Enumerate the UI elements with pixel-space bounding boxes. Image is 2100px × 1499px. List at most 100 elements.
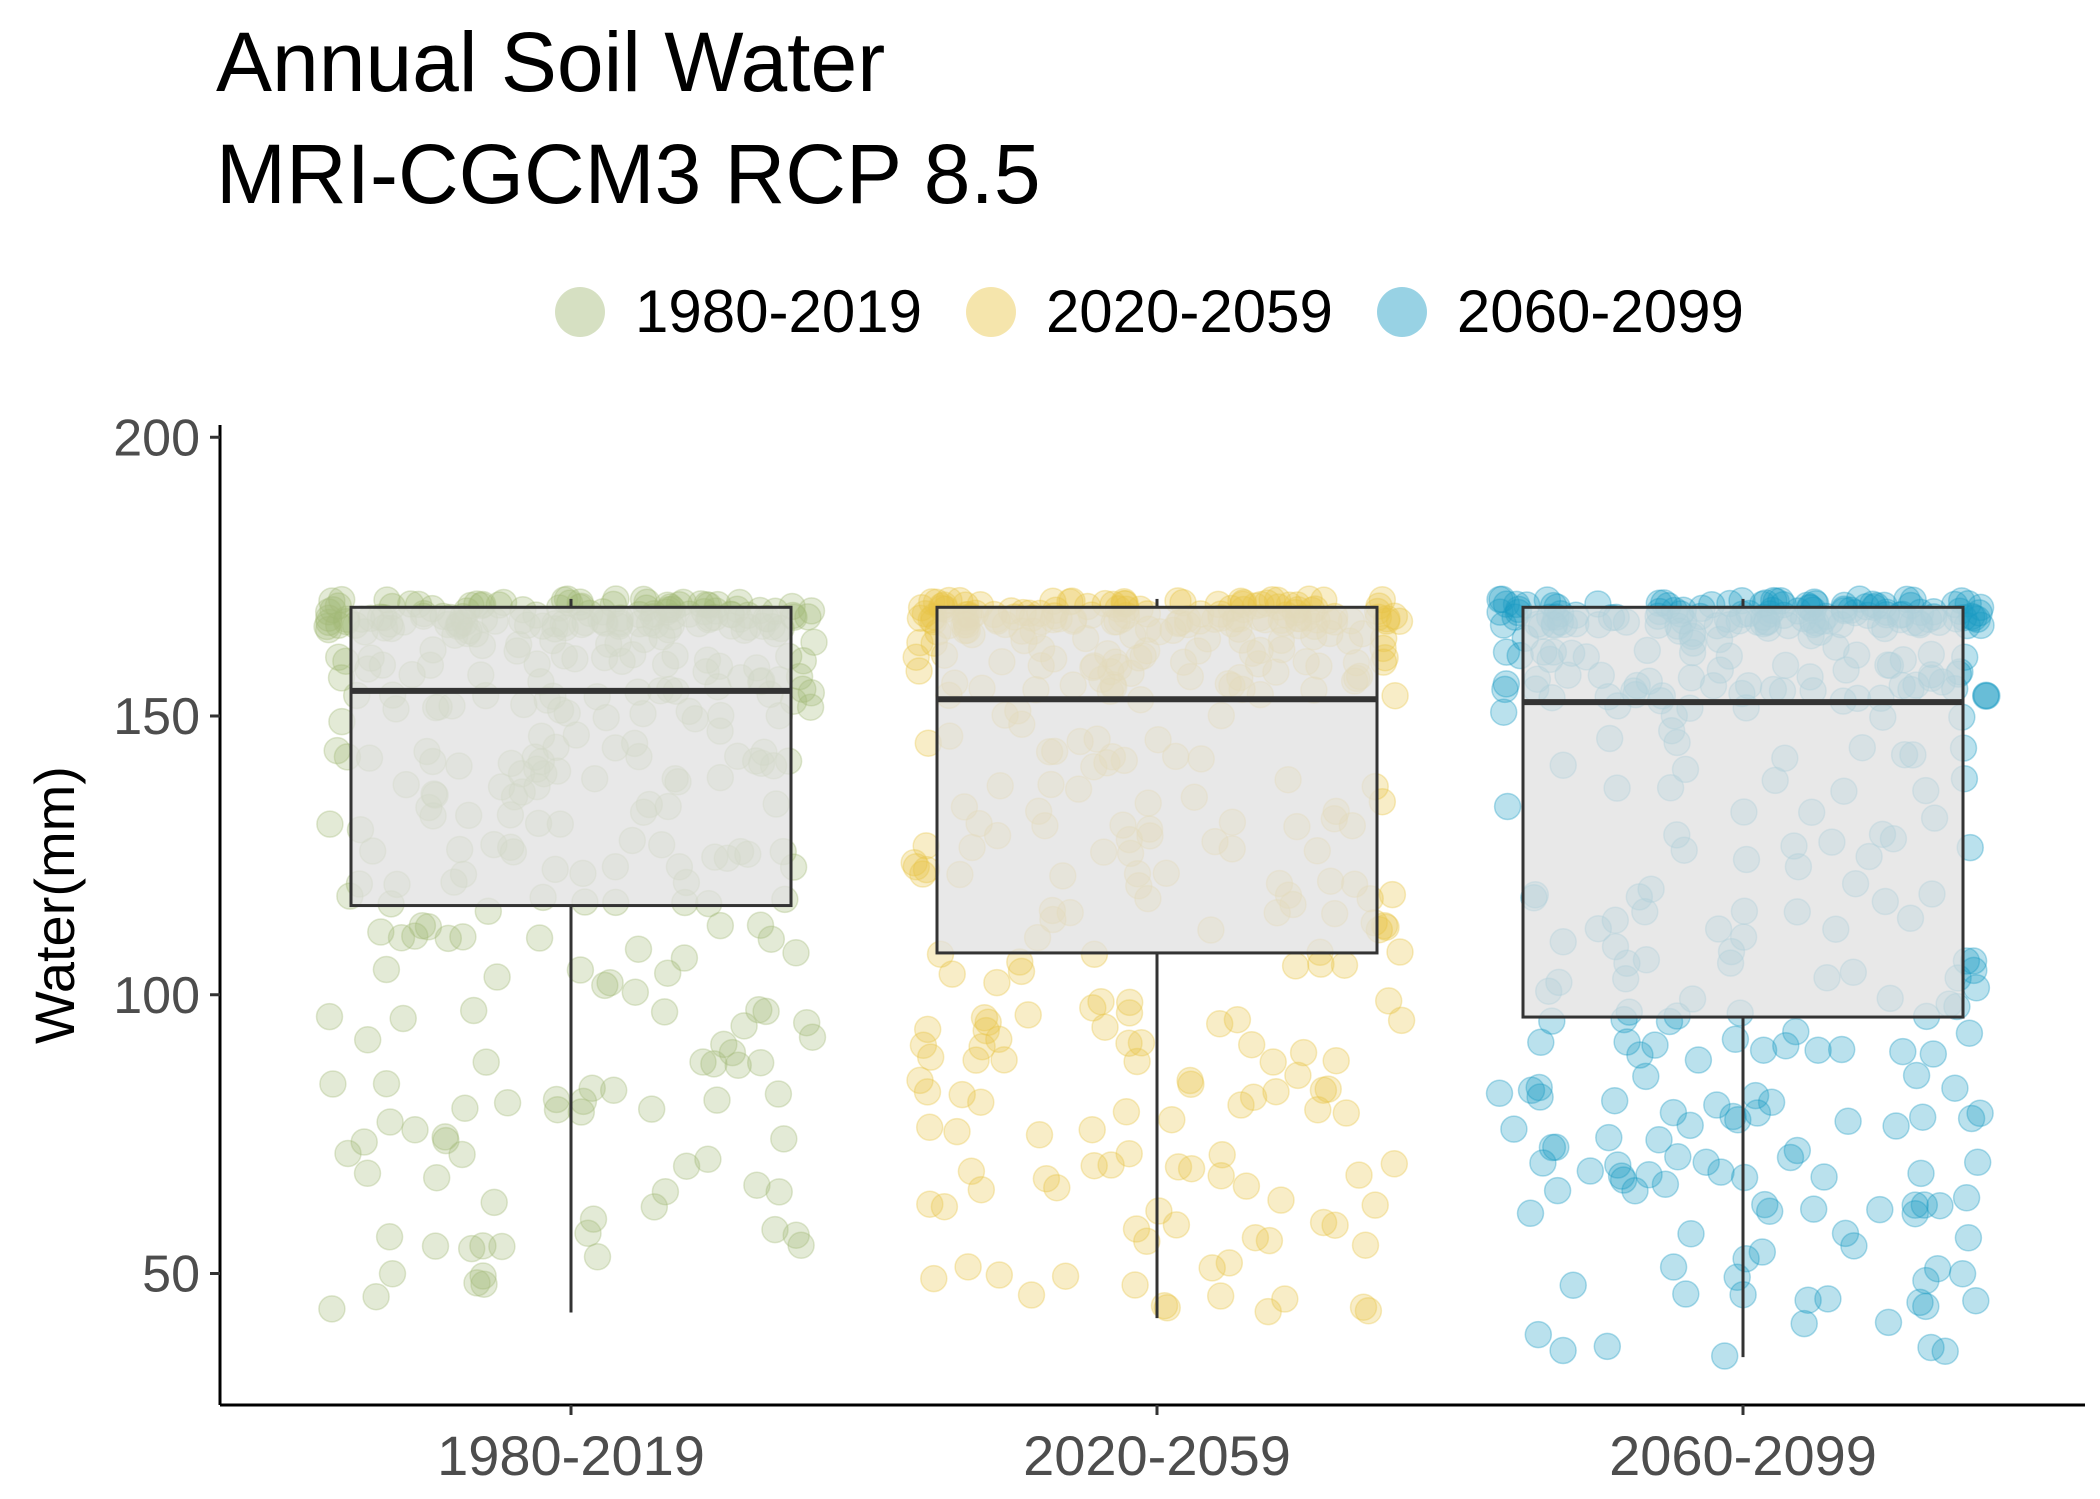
data-point-2020-2059 bbox=[1177, 1070, 1205, 1099]
data-point-1980-2019 bbox=[362, 1282, 390, 1311]
data-point-1980-2019 bbox=[319, 1070, 347, 1098]
data-point-1980-2019 bbox=[315, 608, 343, 637]
data-point-2020-2059 bbox=[948, 1080, 976, 1109]
data-point-2020-2059 bbox=[1014, 1001, 1042, 1029]
data-point-2060-2099 bbox=[1684, 1046, 1713, 1074]
data-point-1980-2019 bbox=[488, 1232, 516, 1261]
data-point-1980-2019 bbox=[794, 603, 822, 631]
y-tick-label-100: 100 bbox=[113, 967, 200, 1025]
data-point-2020-2059 bbox=[983, 968, 1011, 997]
data-point-2020-2059 bbox=[1330, 951, 1359, 979]
data-point-2020-2059 bbox=[1198, 1254, 1226, 1282]
data-point-2060-2099 bbox=[1543, 1176, 1572, 1205]
legend-item-2060-2099: 2060-2099 bbox=[1376, 282, 1744, 342]
data-point-2060-2099 bbox=[1799, 1195, 1828, 1223]
data-point-2020-2059 bbox=[1115, 988, 1144, 1017]
data-point-1980-2019 bbox=[422, 1163, 451, 1192]
data-point-1980-2019 bbox=[431, 1123, 459, 1151]
data-point-2060-2099 bbox=[1559, 1271, 1587, 1300]
data-point-2020-2059 bbox=[1314, 1075, 1342, 1103]
data-point-2060-2099 bbox=[1659, 1098, 1688, 1127]
data-point-2060-2099 bbox=[1783, 1136, 1812, 1165]
data-point-1980-2019 bbox=[624, 935, 653, 963]
data-point-2060-2099 bbox=[1912, 1292, 1940, 1321]
data-point-2020-2059 bbox=[916, 1190, 944, 1218]
data-point-2020-2059 bbox=[1232, 1172, 1261, 1200]
data-point-1980-2019 bbox=[543, 1095, 572, 1124]
data-point-2020-2059 bbox=[1385, 607, 1414, 636]
data-point-1980-2019 bbox=[318, 1295, 346, 1323]
data-point-2060-2099 bbox=[1972, 681, 2000, 709]
data-point-2060-2099 bbox=[1632, 1062, 1660, 1091]
data-point-1980-2019 bbox=[353, 1159, 382, 1188]
data-point-2060-2099 bbox=[1810, 1163, 1838, 1191]
data-point-2060-2099 bbox=[1960, 956, 1988, 985]
data-point-2020-2059 bbox=[967, 1175, 996, 1204]
data-point-1980-2019 bbox=[694, 1145, 722, 1174]
data-point-1980-2019 bbox=[469, 1232, 497, 1260]
data-point-2060-2099 bbox=[1595, 1123, 1623, 1152]
data-point-2060-2099 bbox=[1641, 1031, 1669, 1059]
data-point-1980-2019 bbox=[596, 968, 624, 997]
data-point-1980-2019 bbox=[724, 1051, 752, 1080]
data-point-2020-2059 bbox=[970, 1003, 999, 1032]
data-point-2060-2099 bbox=[1529, 1149, 1557, 1177]
data-point-2060-2099 bbox=[1790, 1309, 1818, 1338]
data-point-1980-2019 bbox=[375, 1223, 404, 1251]
data-point-2020-2059 bbox=[1121, 1271, 1149, 1299]
data-point-2060-2099 bbox=[1963, 1148, 1992, 1177]
box-2060-2099 bbox=[1521, 605, 1965, 1019]
data-point-2020-2059 bbox=[1381, 681, 1409, 710]
data-point-1980-2019 bbox=[765, 1178, 793, 1206]
data-point-2060-2099 bbox=[1923, 1254, 1952, 1283]
legend-label-2020-2059: 2020-2059 bbox=[1045, 278, 1333, 345]
data-point-2060-2099 bbox=[1609, 1166, 1638, 1194]
data-point-2020-2059 bbox=[1206, 1282, 1235, 1310]
data-point-2060-2099 bbox=[1492, 590, 1521, 618]
data-point-2060-2099 bbox=[1651, 1170, 1680, 1199]
data-point-2060-2099 bbox=[1485, 1079, 1514, 1108]
data-point-2020-2059 bbox=[1354, 1297, 1383, 1325]
data-point-2060-2099 bbox=[1965, 599, 1993, 627]
data-point-2060-2099 bbox=[1776, 1143, 1805, 1172]
data-point-1980-2019 bbox=[389, 1004, 417, 1033]
data-point-2020-2059 bbox=[1349, 1293, 1378, 1321]
data-point-1980-2019 bbox=[637, 1095, 666, 1123]
legend-item-2020-2059: 2020-2059 bbox=[965, 278, 1333, 345]
data-point-1980-2019 bbox=[372, 955, 401, 984]
data-point-2060-2099 bbox=[1524, 1320, 1553, 1349]
data-point-1980-2019 bbox=[782, 1221, 810, 1249]
data-point-2020-2059 bbox=[1127, 1029, 1156, 1057]
data-point-2020-2059 bbox=[1223, 1005, 1252, 1034]
box-1980-2019 bbox=[349, 605, 793, 908]
data-point-2060-2099 bbox=[1542, 1133, 1570, 1162]
data-point-1980-2019 bbox=[672, 1152, 701, 1180]
data-point-2020-2059 bbox=[954, 1253, 982, 1281]
data-point-1980-2019 bbox=[469, 1262, 497, 1290]
data-point-2060-2099 bbox=[1902, 1061, 1931, 1090]
data-point-2060-2099 bbox=[1941, 1074, 1969, 1102]
data-point-1980-2019 bbox=[706, 911, 735, 940]
data-point-2020-2059 bbox=[907, 593, 936, 622]
data-point-2060-2099 bbox=[1814, 1285, 1842, 1313]
data-point-2020-2059 bbox=[974, 1008, 1002, 1037]
y-tick-label-50: 50 bbox=[142, 1246, 200, 1304]
data-point-2060-2099 bbox=[1703, 1091, 1731, 1119]
data-point-1980-2019 bbox=[566, 956, 595, 984]
axes-layer: 50 100 150 200 1980-2019 2020-2059 2060-2099 Wa… bbox=[23, 409, 2085, 1487]
data-point-2060-2099 bbox=[1907, 1159, 1935, 1188]
data-point-2060-2099 bbox=[1488, 585, 1516, 613]
data-point-2020-2059 bbox=[1227, 1091, 1255, 1119]
data-point-1980-2019 bbox=[591, 971, 619, 1000]
data-point-2020-2059 bbox=[909, 1031, 938, 1060]
data-point-1980-2019 bbox=[408, 911, 437, 940]
data-point-2020-2059 bbox=[905, 657, 933, 685]
data-point-2020-2059 bbox=[906, 628, 934, 657]
data-point-2020-2059 bbox=[920, 1264, 948, 1293]
data-point-2060-2099 bbox=[1804, 1036, 1832, 1064]
data-point-2020-2059 bbox=[902, 853, 931, 881]
data-point-1980-2019 bbox=[653, 959, 682, 987]
data-point-2020-2059 bbox=[1386, 938, 1414, 966]
data-point-1980-2019 bbox=[459, 996, 488, 1025]
data-point-1980-2019 bbox=[798, 1023, 827, 1051]
